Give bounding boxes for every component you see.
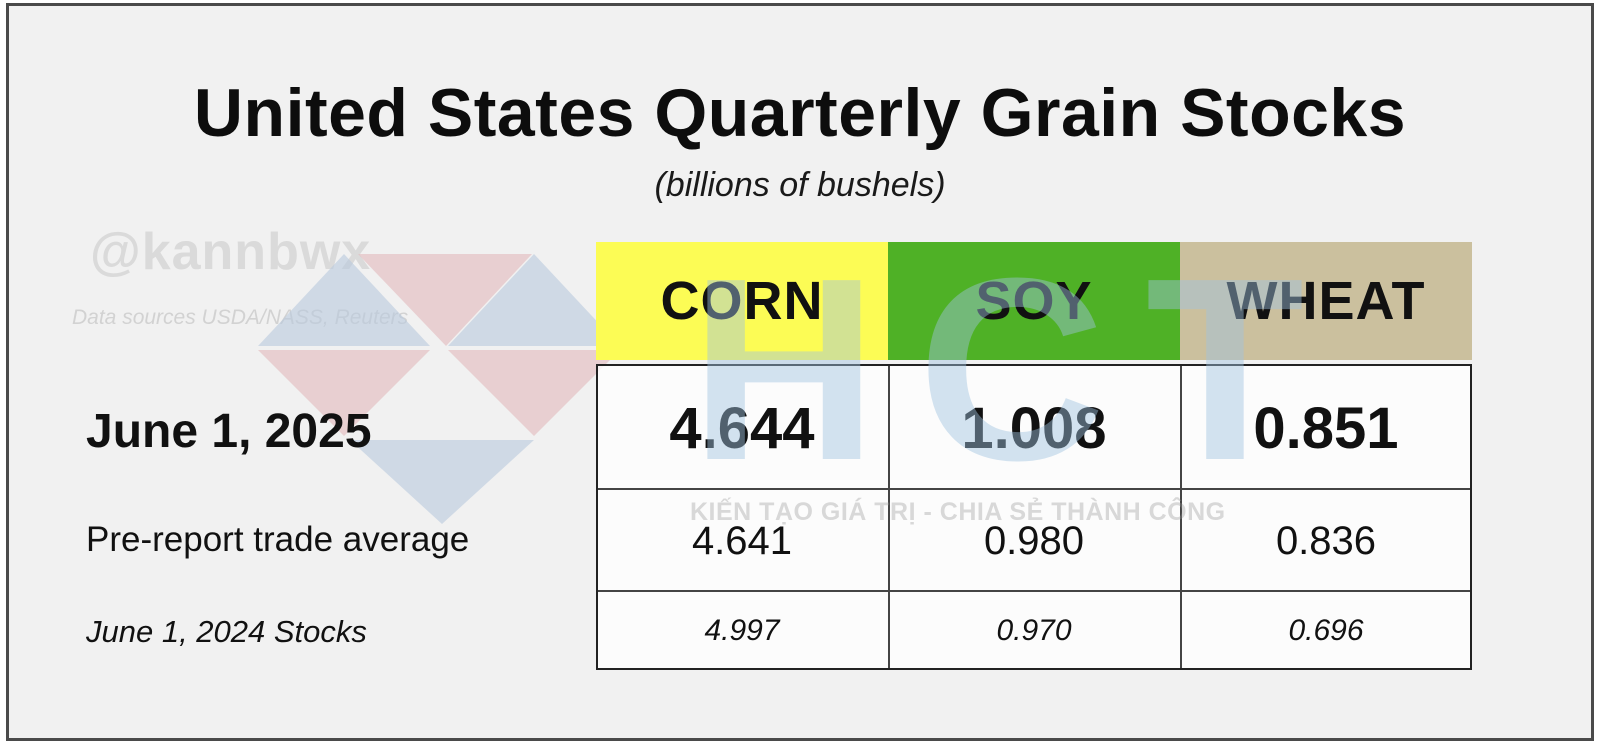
cell-soy-trade-average: 0.980 bbox=[983, 518, 1085, 563]
watermark-letters: HCT bbox=[690, 225, 1345, 515]
row-divider bbox=[598, 590, 1470, 592]
row-label-june-2025: June 1, 2025 bbox=[86, 405, 372, 458]
chart-title: United States Quarterly Grain Stocks bbox=[193, 75, 1407, 151]
chart-subtitle: (billions of bushels) bbox=[654, 166, 946, 204]
watermark-tagline: KIẾN TẠO GIÁ TRỊ - CHIA SẺ THÀNH CÔNG bbox=[690, 498, 1226, 526]
column-divider bbox=[888, 366, 890, 668]
cell-wheat-june-2025: 0.851 bbox=[1253, 395, 1399, 461]
cell-wheat-trade-average: 0.836 bbox=[1275, 518, 1377, 563]
column-divider bbox=[1180, 366, 1182, 668]
header-wheat: WHEAT bbox=[1180, 242, 1472, 360]
cell-corn-june-2025: 4.644 bbox=[669, 395, 815, 461]
watermark-handle: @kannbwx bbox=[90, 223, 372, 281]
row-label-trade-average: Pre-report trade average bbox=[86, 520, 470, 559]
cell-corn-june-2024: 4.997 bbox=[704, 614, 780, 647]
row-divider bbox=[598, 488, 1470, 490]
header-corn: CORN bbox=[596, 242, 888, 360]
cell-soy-june-2024: 0.970 bbox=[996, 614, 1072, 647]
watermark-logo-icon bbox=[258, 254, 618, 524]
data-table bbox=[596, 364, 1472, 670]
cell-soy-june-2025: 1.008 bbox=[961, 395, 1107, 461]
cell-corn-trade-average: 4.641 bbox=[691, 518, 793, 563]
row-label-june-2024: June 1, 2024 Stocks bbox=[86, 614, 367, 649]
header-soy: SOY bbox=[888, 242, 1180, 360]
cell-wheat-june-2024: 0.696 bbox=[1288, 614, 1364, 647]
